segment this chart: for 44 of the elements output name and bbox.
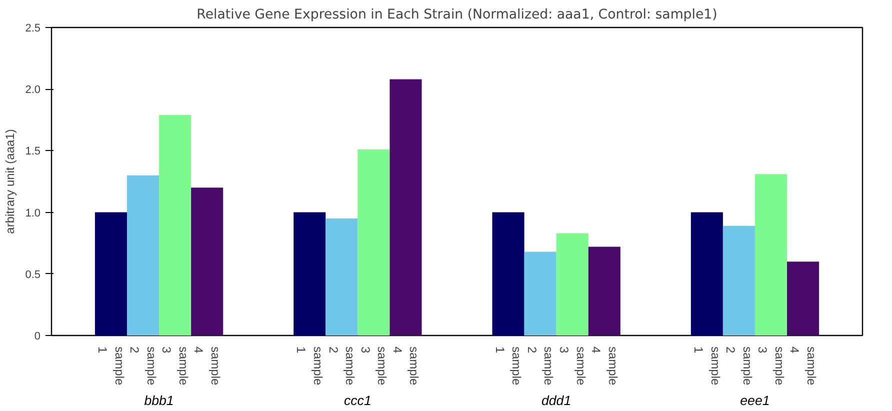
bar bbox=[524, 252, 556, 336]
y-tick-label: 2.5 bbox=[25, 22, 41, 34]
y-tick-label: 0.5 bbox=[25, 268, 41, 281]
text: sample 1 bbox=[692, 346, 722, 386]
bar bbox=[326, 218, 358, 336]
y-tick-label: 0 bbox=[34, 330, 41, 342]
chart-title: Relative Gene Expression in Each Strain (Normalized: aaa1, Control: sample1) bbox=[196, 8, 718, 22]
bar bbox=[787, 262, 820, 336]
x-tick-label: bbb1 bbox=[144, 393, 174, 408]
bar bbox=[390, 79, 422, 336]
y-axis-title: arbitrary unit (aaa1) bbox=[3, 129, 18, 234]
bar bbox=[556, 233, 588, 336]
text: sample 2 bbox=[326, 346, 358, 386]
bar bbox=[754, 174, 788, 336]
text: sample 4 bbox=[588, 346, 620, 386]
text: sample 2 bbox=[128, 346, 158, 386]
x-tick-label: eee1 bbox=[740, 393, 770, 408]
text: sample 4 bbox=[192, 346, 222, 386]
bar bbox=[159, 114, 192, 336]
bar bbox=[492, 212, 524, 336]
x-tick-label: ccc1 bbox=[344, 393, 372, 408]
text: sample 3 bbox=[160, 346, 190, 386]
bar bbox=[126, 175, 160, 336]
text: sample 1 bbox=[492, 346, 524, 386]
y-tick-label: 1.5 bbox=[25, 146, 41, 158]
text: sample 1 bbox=[96, 346, 126, 386]
bar bbox=[588, 246, 620, 336]
text: sample 3 bbox=[556, 346, 588, 386]
text: sample 2 bbox=[524, 346, 556, 386]
text: sample 4 bbox=[788, 346, 818, 386]
bar bbox=[294, 212, 326, 336]
text: sample 3 bbox=[358, 346, 390, 386]
text: sample 2 bbox=[724, 346, 754, 386]
text: sample 4 bbox=[390, 346, 422, 386]
text: sample 1 bbox=[294, 346, 326, 386]
y-tick-label: 2.0 bbox=[25, 84, 41, 96]
text: sample 3 bbox=[756, 346, 786, 386]
x-tick-label: ddd1 bbox=[542, 393, 572, 408]
bar bbox=[690, 212, 723, 336]
bar bbox=[358, 149, 390, 336]
y-tick-label: 1.0 bbox=[25, 207, 41, 220]
bar bbox=[191, 188, 224, 336]
bar bbox=[722, 226, 755, 336]
bar bbox=[94, 212, 127, 336]
